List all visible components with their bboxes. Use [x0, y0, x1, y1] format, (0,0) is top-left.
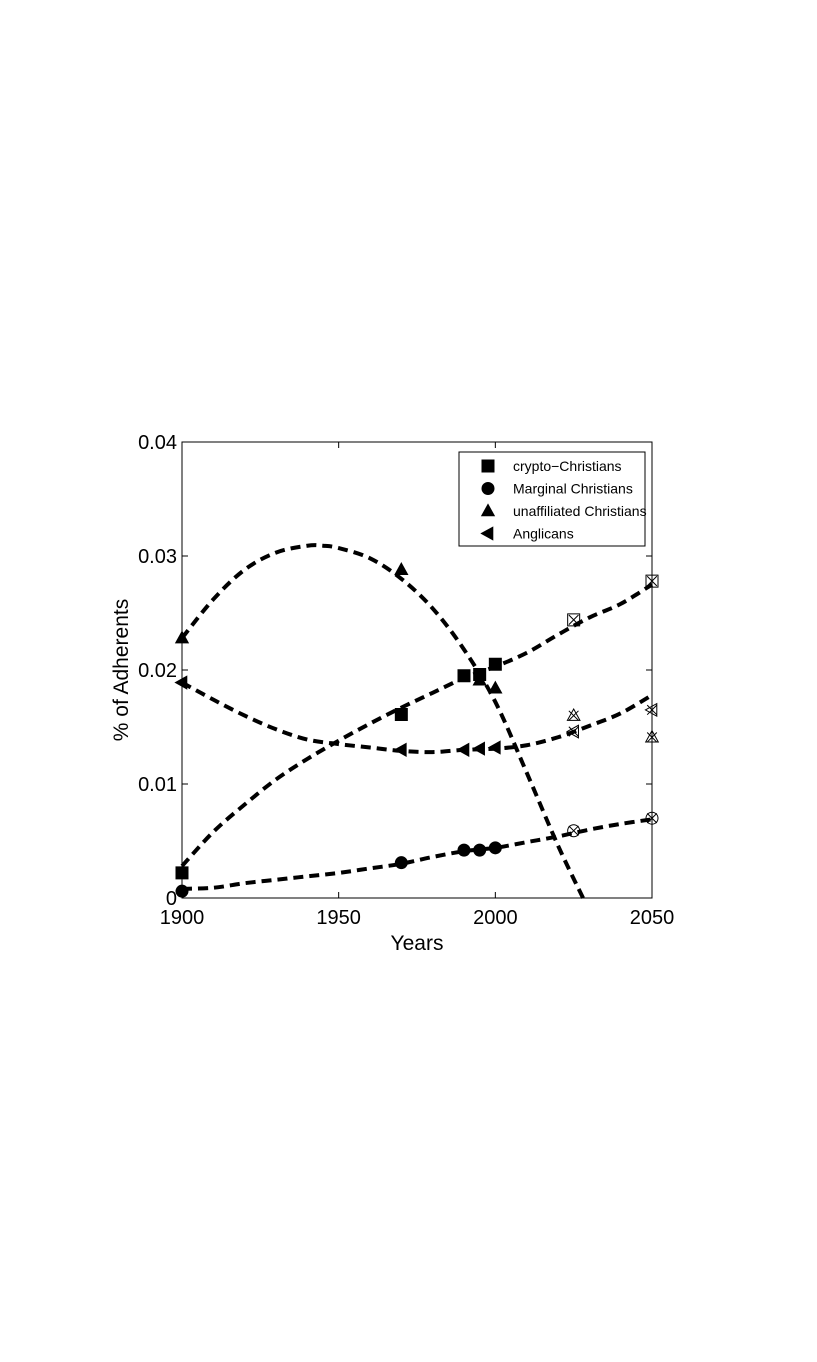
legend-marker-circle: [481, 482, 495, 495]
projected-point-triangle-up: [644, 729, 660, 743]
point-square: [175, 866, 189, 880]
legend-marker-triangle-left: [480, 526, 494, 541]
projected-point-triangle-up: [566, 707, 581, 721]
x-axis-label: Years: [391, 932, 444, 955]
point-circle: [394, 856, 408, 870]
legend-marker-triangle-up: [480, 503, 496, 517]
point-circle: [457, 843, 471, 857]
point-circle: [473, 843, 487, 857]
point-triangle-up: [394, 562, 409, 575]
legend: crypto−Christians Marginal Christians unaf…: [458, 451, 647, 547]
point-triangle-up: [472, 672, 487, 686]
x-tick-label: 1900: [160, 907, 205, 929]
point-circle: [175, 884, 189, 898]
y-tick-label: 0.04: [138, 432, 177, 454]
fit-line-square: [180, 582, 654, 868]
point-square: [488, 657, 502, 671]
projected-point-circle: [645, 811, 659, 825]
y-tick-label: 0.02: [138, 660, 177, 682]
projected-point-square: [645, 574, 659, 588]
point-triangle-left: [472, 741, 485, 756]
data-markers: [174, 562, 660, 898]
legend-marker-square: [481, 459, 495, 473]
x-tick-label: 2000: [473, 907, 518, 929]
legend-label: Marginal Christians: [513, 481, 633, 497]
point-triangle-left: [487, 740, 501, 755]
point-triangle-left: [174, 675, 188, 690]
legend-items: crypto−Christians Marginal Christians unaf…: [480, 458, 647, 542]
point-triangle-up: [174, 630, 190, 644]
legend-label: unaffiliated Christians: [513, 503, 647, 519]
x-tick-label: 1950: [316, 907, 361, 929]
projected-point-square: [567, 613, 581, 627]
projected-point-triangle-left: [566, 724, 579, 739]
projected-point-circle: [567, 824, 581, 838]
y-tick-label: 0.03: [138, 546, 177, 568]
legend-label: crypto−Christians: [513, 458, 622, 474]
tick-labels: 1900 1950 2000 2050 0 0.01 0.02 0.03 0.04: [138, 432, 674, 929]
plot-area: [174, 441, 660, 899]
fit-line-triangle-up: [180, 543, 585, 899]
y-axis-label: % of Adherents: [110, 599, 133, 741]
point-triangle-up: [488, 680, 503, 694]
axis-ticks: [181, 441, 653, 899]
fit-line-circle: [181, 817, 653, 891]
point-triangle-left: [456, 742, 470, 757]
fit-lines: [180, 543, 654, 899]
fit-line-triangle-left: [181, 680, 654, 755]
point-square: [457, 669, 471, 683]
point-circle: [488, 841, 502, 855]
y-tick-label: 0: [166, 888, 177, 910]
legend-label: Anglicans: [513, 526, 574, 542]
x-tick-label: 2050: [630, 907, 675, 929]
point-triangle-left: [393, 742, 407, 757]
projected-point-triangle-left: [644, 702, 658, 718]
point-square: [394, 707, 408, 721]
y-tick-label: 0.01: [138, 774, 177, 796]
